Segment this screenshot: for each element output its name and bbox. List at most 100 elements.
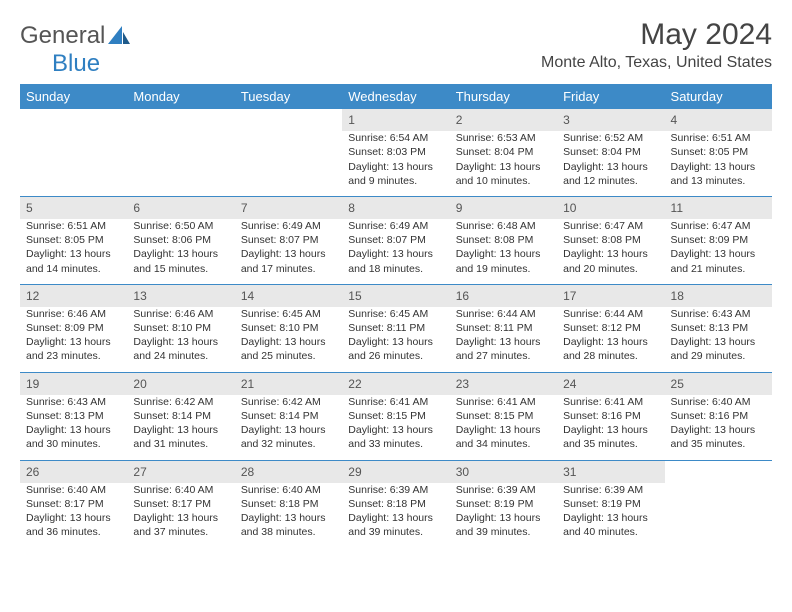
weekday-header: Friday: [557, 84, 664, 109]
sunrise-text: Sunrise: 6:47 AM: [671, 219, 766, 233]
sunset-text: Sunset: 8:09 PM: [671, 233, 766, 247]
weekday-header: Thursday: [450, 84, 557, 109]
sunrise-text: Sunrise: 6:39 AM: [563, 483, 658, 497]
daylight-text: Daylight: 13 hours and 37 minutes.: [133, 511, 228, 539]
day-cell: Sunrise: 6:40 AMSunset: 8:17 PMDaylight:…: [20, 483, 127, 548]
day-number-cell: 8: [342, 196, 449, 219]
day-cell: Sunrise: 6:46 AMSunset: 8:10 PMDaylight:…: [127, 307, 234, 372]
sunrise-text: Sunrise: 6:51 AM: [671, 131, 766, 145]
weekday-header: Wednesday: [342, 84, 449, 109]
daylight-text: Daylight: 13 hours and 21 minutes.: [671, 247, 766, 275]
daylight-text: Daylight: 13 hours and 12 minutes.: [563, 160, 658, 188]
daylight-text: Daylight: 13 hours and 10 minutes.: [456, 160, 551, 188]
sunrise-text: Sunrise: 6:42 AM: [241, 395, 336, 409]
sunset-text: Sunset: 8:17 PM: [26, 497, 121, 511]
day-cell: Sunrise: 6:40 AMSunset: 8:17 PMDaylight:…: [127, 483, 234, 548]
sunrise-text: Sunrise: 6:45 AM: [348, 307, 443, 321]
sunrise-text: Sunrise: 6:51 AM: [26, 219, 121, 233]
sunset-text: Sunset: 8:07 PM: [348, 233, 443, 247]
daylight-text: Daylight: 13 hours and 33 minutes.: [348, 423, 443, 451]
day-number-cell: 7: [235, 196, 342, 219]
day-cell: Sunrise: 6:40 AMSunset: 8:16 PMDaylight:…: [665, 395, 772, 460]
sunrise-text: Sunrise: 6:41 AM: [456, 395, 551, 409]
day-number-cell: [235, 109, 342, 131]
day-number-cell: 14: [235, 284, 342, 307]
daylight-text: Daylight: 13 hours and 9 minutes.: [348, 160, 443, 188]
day-content-row: Sunrise: 6:51 AMSunset: 8:05 PM Daylight:…: [20, 219, 772, 284]
day-content-row: Sunrise: 6:54 AMSunset: 8:03 PMDaylight:…: [20, 131, 772, 196]
day-cell: Sunrise: 6:39 AMSunset: 8:19 PMDaylight:…: [557, 483, 664, 548]
sunset-text: Sunset: 8:19 PM: [563, 497, 658, 511]
day-number-cell: [127, 109, 234, 131]
day-content-row: Sunrise: 6:46 AMSunset: 8:09 PMDaylight:…: [20, 307, 772, 372]
weekday-header: Sunday: [20, 84, 127, 109]
day-cell: [127, 131, 234, 196]
day-cell: Sunrise: 6:46 AMSunset: 8:09 PMDaylight:…: [20, 307, 127, 372]
sunset-text: Sunset: 8:19 PM: [456, 497, 551, 511]
day-number-cell: 20: [127, 372, 234, 395]
daylight-text: Daylight: 13 hours and 29 minutes.: [671, 335, 766, 363]
month-title: May 2024: [541, 18, 772, 52]
sunrise-text: Sunrise: 6:40 AM: [241, 483, 336, 497]
daylight-text: Daylight: 13 hours and 39 minutes.: [456, 511, 551, 539]
daylight-text: Daylight: 13 hours and 30 minutes.: [26, 423, 121, 451]
sunset-text: Sunset: 8:15 PM: [456, 409, 551, 423]
day-cell: Sunrise: 6:47 AMSunset: 8:09 PMDaylight:…: [665, 219, 772, 284]
daylight-text: Daylight: 13 hours and 35 minutes.: [563, 423, 658, 451]
day-number-cell: 3: [557, 109, 664, 131]
sunrise-text: Sunrise: 6:40 AM: [26, 483, 121, 497]
daylight-text: Daylight: 13 hours and 39 minutes.: [348, 511, 443, 539]
daylight-text: Daylight: 13 hours and 35 minutes.: [671, 423, 766, 451]
calendar-table: Sunday Monday Tuesday Wednesday Thursday…: [20, 84, 772, 547]
daylight-text: Daylight: 13 hours and 34 minutes.: [456, 423, 551, 451]
sunset-text: Sunset: 8:10 PM: [133, 321, 228, 335]
day-number-cell: 2: [450, 109, 557, 131]
sunset-text: Sunset: 8:09 PM: [26, 321, 121, 335]
logo-text-1: General: [20, 22, 105, 50]
day-number-cell: 28: [235, 460, 342, 483]
day-number-cell: 18: [665, 284, 772, 307]
sunset-text: Sunset: 8:04 PM: [456, 145, 551, 159]
calendar-body: 1234Sunrise: 6:54 AMSunset: 8:03 PMDayli…: [20, 109, 772, 547]
day-number-cell: 22: [342, 372, 449, 395]
sunset-text: Sunset: 8:07 PM: [241, 233, 336, 247]
day-number-cell: 1: [342, 109, 449, 131]
daylight-text: Daylight: 13 hours and 27 minutes.: [456, 335, 551, 363]
sunrise-text: Sunrise: 6:50 AM: [133, 219, 228, 233]
sunrise-text: Sunrise: 6:43 AM: [26, 395, 121, 409]
day-cell: Sunrise: 6:51 AMSunset: 8:05 PMDaylight:…: [20, 219, 127, 284]
sunrise-text: Sunrise: 6:47 AM: [563, 219, 658, 233]
sunset-text: Sunset: 8:13 PM: [26, 409, 121, 423]
daylight-text: Daylight: 13 hours and 17 minutes.: [241, 247, 336, 275]
daylight-text: Daylight: 13 hours and 25 minutes.: [241, 335, 336, 363]
sunset-text: Sunset: 8:16 PM: [563, 409, 658, 423]
daylight-text: Daylight: 13 hours and 19 minutes.: [456, 247, 551, 275]
daynum-row: 1234: [20, 109, 772, 131]
day-cell: Sunrise: 6:39 AMSunset: 8:19 PMDaylight:…: [450, 483, 557, 548]
day-number-cell: 4: [665, 109, 772, 131]
day-number-cell: 21: [235, 372, 342, 395]
sunrise-text: Sunrise: 6:49 AM: [348, 219, 443, 233]
daylight-text: Daylight: 13 hours and 18 minutes.: [348, 247, 443, 275]
logo-sail-icon: [108, 26, 130, 46]
day-number-cell: 23: [450, 372, 557, 395]
logo-text-2-wrap: Blue: [52, 50, 792, 78]
sunrise-text: Sunrise: 6:41 AM: [348, 395, 443, 409]
daylight-text: Daylight: 13 hours and 32 minutes.: [241, 423, 336, 451]
daynum-row: 19202122232425: [20, 372, 772, 395]
sunrise-text: Sunrise: 6:53 AM: [456, 131, 551, 145]
day-number-cell: 29: [342, 460, 449, 483]
day-cell: Sunrise: 6:41 AMSunset: 8:15 PMDaylight:…: [450, 395, 557, 460]
day-cell: Sunrise: 6:45 AMSunset: 8:11 PMDaylight:…: [342, 307, 449, 372]
sunset-text: Sunset: 8:11 PM: [348, 321, 443, 335]
sunset-text: Sunset: 8:17 PM: [133, 497, 228, 511]
day-cell: [20, 131, 127, 196]
day-number-cell: 15: [342, 284, 449, 307]
sunrise-text: Sunrise: 6:45 AM: [241, 307, 336, 321]
sunset-text: Sunset: 8:05 PM: [671, 145, 766, 159]
daylight-text: Daylight: 13 hours and 28 minutes.: [563, 335, 658, 363]
day-number-cell: 17: [557, 284, 664, 307]
sunset-text: Sunset: 8:05 PM: [26, 233, 121, 247]
sunset-text: Sunset: 8:14 PM: [133, 409, 228, 423]
sunrise-text: Sunrise: 6:40 AM: [671, 395, 766, 409]
